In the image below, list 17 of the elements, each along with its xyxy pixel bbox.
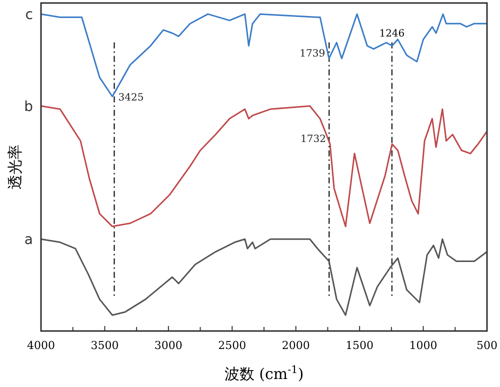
x-tick-label: 2000 bbox=[282, 339, 310, 352]
series-label: b bbox=[24, 98, 34, 115]
annotation: 3425 bbox=[118, 92, 144, 104]
x-tick-label: 1500 bbox=[346, 339, 374, 352]
ref-line-label: 1246 bbox=[379, 28, 405, 40]
x-tick-label: 3500 bbox=[90, 339, 119, 352]
x-tick-label: 1000 bbox=[409, 339, 438, 352]
series-label: c bbox=[25, 7, 33, 24]
annotation: 1732 bbox=[300, 134, 326, 146]
x-tick-label: 4000 bbox=[27, 339, 55, 352]
x-axis-title: 波数 (cm$^{-1}$) bbox=[224, 364, 304, 383]
x-tick-label: 3000 bbox=[154, 339, 182, 352]
y-axis-title: 透光率 bbox=[6, 144, 24, 190]
x-tick-label: 2500 bbox=[218, 339, 246, 352]
x-tick-label: 500 bbox=[476, 339, 498, 352]
series-label: a bbox=[24, 232, 33, 248]
annotation: 1739 bbox=[300, 48, 326, 60]
